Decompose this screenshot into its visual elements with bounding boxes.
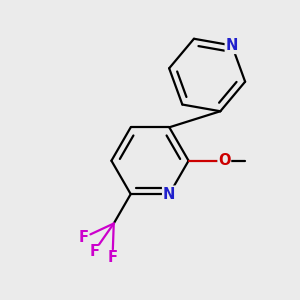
Text: F: F	[78, 230, 88, 245]
Text: O: O	[218, 153, 230, 168]
Text: F: F	[89, 244, 100, 259]
Text: N: N	[226, 38, 238, 53]
Text: F: F	[108, 250, 118, 265]
Text: N: N	[163, 187, 176, 202]
